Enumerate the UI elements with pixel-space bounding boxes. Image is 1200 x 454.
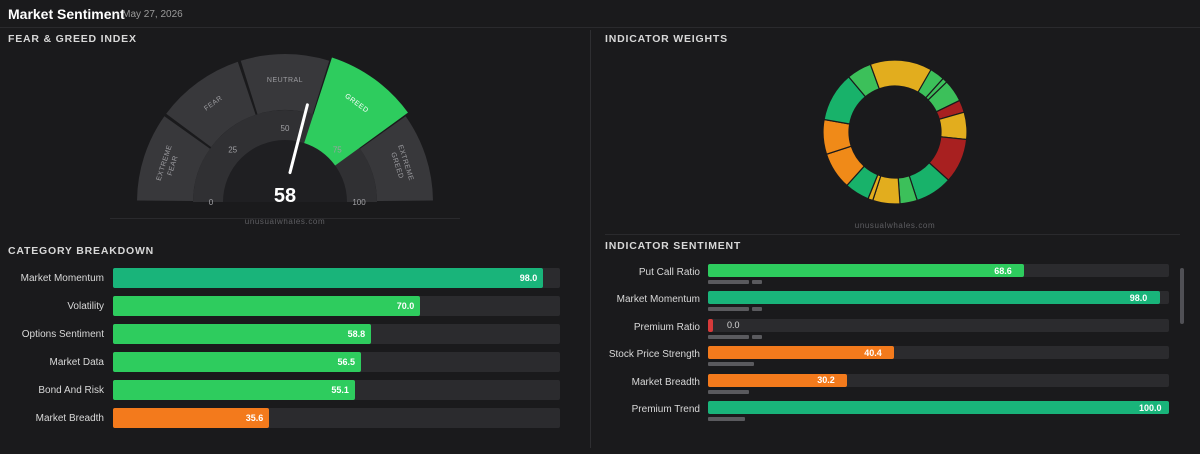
indicator-bar-track[interactable]: 98.0 (708, 291, 1169, 305)
indicator-sub-segment (708, 362, 755, 367)
gauge-tick-label: 0 (209, 198, 214, 207)
indicator-bar-value: 40.4 (864, 347, 882, 358)
gauge-zone-extreme-greed (359, 116, 433, 202)
gauge-value: 58 (274, 185, 296, 207)
indicator-bar-value: 98.0 (1129, 292, 1148, 303)
category-bar-track[interactable]: 56.5 (113, 352, 560, 372)
indicator-label: Premium Ratio (633, 321, 700, 333)
indicator-bar-track[interactable]: 40.4 (708, 346, 1169, 360)
indicator-sub-bar (708, 417, 1169, 421)
indicator-bar (708, 318, 713, 332)
category-breakdown-heading: CATEGORY BREAKDOWN (8, 245, 155, 257)
indicator-sub-bar (708, 280, 1169, 284)
gauge-tick-label: 75 (333, 146, 342, 155)
indicator-bar-track[interactable]: 68.6 (708, 264, 1169, 277)
indicator-bar (708, 291, 1160, 305)
category-bar: 70.0 (113, 296, 421, 316)
donut-baseline (605, 234, 1180, 235)
indicator-bar (708, 373, 848, 387)
fear-greed-watermark: unusualwhales.com (245, 217, 325, 226)
indicator-scrollbar[interactable] (1180, 268, 1184, 324)
category-label: Options Sentiment (21, 329, 104, 340)
category-bar-track[interactable]: 55.1 (113, 380, 560, 400)
category-bar-track[interactable]: 58.8 (113, 324, 560, 344)
category-label: Market Breadth (35, 413, 104, 424)
category-bar-track[interactable]: 98.0 (113, 268, 560, 288)
category-bar: 55.1 (113, 380, 355, 400)
indicator-sub-segment (708, 280, 750, 284)
indicator-sub-segment (708, 334, 750, 339)
header-bar: Market Sentiment - May 27, 2026 (0, 0, 1200, 28)
indicator-label: Put Call Ratio (638, 267, 700, 278)
indicator-bar (708, 401, 1169, 414)
category-label: Market Data (49, 357, 104, 368)
gauge-baseline (110, 218, 460, 219)
indicator-sub-segment (708, 417, 745, 421)
indicator-sub-segment (708, 307, 750, 312)
category-bar-value: 70.0 (396, 301, 415, 311)
category-bar-value: 58.8 (347, 329, 366, 339)
gauge-zone-label: NEUTRAL (267, 77, 303, 84)
fear-greed-heading: FEAR & GREED INDEX (8, 33, 137, 45)
category-label: Volatility (67, 301, 104, 312)
gauge-tick-label: 50 (281, 124, 290, 133)
indicator-bar-value: 100.0 (1139, 402, 1162, 413)
indicator-sub-segment (752, 307, 762, 312)
category-bar-value: 98.0 (519, 273, 538, 283)
category-bar-value: 35.6 (245, 413, 264, 423)
indicator-weights-heading: INDICATOR WEIGHTS (605, 33, 728, 45)
indicator-weights-watermark: unusualwhales.com (855, 221, 935, 230)
gauge-needle (288, 103, 309, 175)
page-title: Market Sentiment (8, 6, 125, 22)
category-bar-track[interactable]: 35.6 (113, 408, 560, 428)
category-bar: 35.6 (113, 408, 270, 428)
indicator-bar-track[interactable]: 0.0 (708, 318, 1169, 332)
indicator-sub-bar (708, 389, 1169, 394)
category-bar-track[interactable]: 70.0 (113, 296, 560, 316)
indicator-sub-segment (708, 389, 750, 394)
indicator-sentiment-heading: INDICATOR SENTIMENT (605, 240, 742, 252)
gauge-tick-label: 100 (352, 198, 366, 207)
indicator-label: Stock Price Strength (608, 349, 700, 361)
indicator-bar-value: 30.2 (817, 375, 835, 386)
category-label: Market Momentum (20, 273, 104, 284)
page-date: - May 27, 2026 (116, 9, 183, 20)
indicator-sub-segment (752, 334, 762, 339)
indicator-weights-donut: unusualwhales.com (822, 59, 968, 230)
category-bar: 56.5 (113, 352, 362, 372)
gauge-zone-extreme-fear (137, 116, 211, 202)
indicator-sub-segment (752, 280, 762, 284)
category-bar: 58.8 (113, 324, 372, 344)
indicator-sub-bar (708, 334, 1169, 339)
indicator-label: Market Momentum (616, 294, 700, 306)
indicator-sub-bar (708, 307, 1169, 312)
category-bar-value: 56.5 (337, 357, 356, 367)
gauge-zone-greed (304, 57, 408, 166)
indicator-label: Market Breadth (631, 376, 700, 388)
indicator-bar-value: 0.0 (727, 320, 740, 331)
indicator-bar-track[interactable]: 100.0 (708, 401, 1169, 414)
indicator-bar-value: 68.6 (994, 265, 1012, 276)
indicator-bar (708, 264, 1025, 277)
indicator-sub-bar (708, 362, 1169, 367)
donut-segment[interactable] (869, 59, 932, 93)
fear-greed-gauge: EXTREMEFEARFEARNEUTRALGREEDEXTREMEGREED … (137, 54, 433, 226)
gauge-zone-fear (166, 61, 256, 148)
gauge-zone-neutral (240, 54, 330, 115)
gauge-tick-label: 25 (228, 146, 237, 155)
indicator-bar-track[interactable]: 30.2 (708, 373, 1169, 387)
indicator-bar (708, 346, 895, 360)
category-bar: 98.0 (113, 268, 544, 288)
category-bar-value: 55.1 (331, 385, 349, 395)
category-label: Bond And Risk (38, 385, 104, 396)
indicator-label: Premium Trend (631, 404, 700, 415)
panel-divider (590, 30, 591, 448)
